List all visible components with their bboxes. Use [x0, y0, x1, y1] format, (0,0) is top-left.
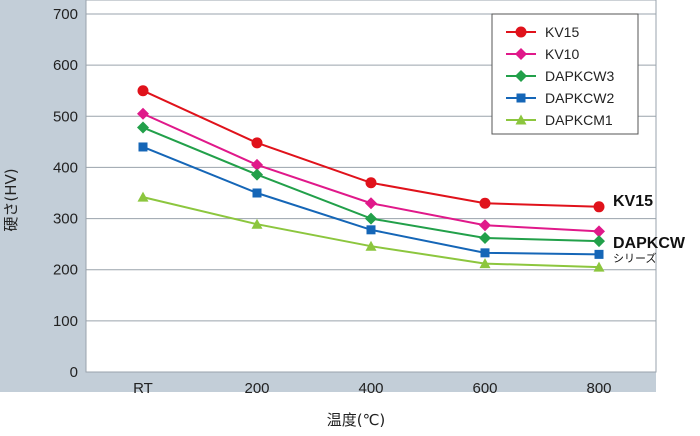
- data-point: [593, 261, 605, 272]
- data-point: [252, 188, 262, 198]
- y-tick-labels: 0 100 200 300 400 500 600 700: [53, 6, 78, 381]
- data-point: [251, 168, 263, 181]
- data-point: [366, 225, 376, 235]
- data-point: [365, 197, 377, 210]
- x-tick-label: 600: [472, 380, 497, 397]
- y-tick-label: 200: [53, 262, 78, 279]
- y-tick-label: 100: [53, 313, 78, 330]
- annotation-kv15: KV15: [613, 193, 653, 210]
- y-tick-label: 500: [53, 108, 78, 125]
- series-dapkcm1: [137, 191, 605, 272]
- data-point: [251, 137, 263, 149]
- legend: KV15 KV10 DAPKCW3 DAPKCW2 DAPKCM1: [491, 13, 639, 135]
- data-point: [365, 212, 377, 225]
- legend-item: DAPKCM1: [506, 112, 613, 128]
- legend-item: DAPKCW3: [506, 68, 614, 84]
- data-point: [593, 225, 605, 238]
- x-axis-band: [86, 372, 656, 392]
- series-layer: [137, 85, 605, 272]
- annotation-series: シリーズ: [613, 251, 656, 265]
- data-point: [137, 107, 149, 120]
- legend-label: KV15: [545, 24, 579, 40]
- series-kv10: [137, 107, 605, 238]
- legend-item: DAPKCW2: [506, 90, 614, 106]
- data-point: [479, 258, 491, 269]
- y-tick-label: 400: [53, 159, 78, 176]
- data-point: [251, 158, 263, 171]
- legend-label: DAPKCW3: [545, 68, 614, 84]
- data-point: [593, 235, 605, 248]
- legend-marker: [516, 93, 526, 103]
- data-point: [365, 240, 377, 251]
- data-point: [480, 248, 490, 258]
- data-point: [479, 219, 491, 232]
- y-tick-label: 700: [53, 6, 78, 23]
- legend-label: DAPKCM1: [545, 112, 613, 128]
- data-point: [138, 142, 148, 152]
- legend-label: DAPKCW2: [545, 90, 614, 106]
- y-tick-label: 300: [53, 211, 78, 228]
- data-point: [365, 177, 377, 189]
- x-tick-label: 200: [244, 380, 269, 397]
- data-point: [137, 85, 149, 97]
- y-axis-title: 硬さ(HV): [2, 168, 20, 231]
- x-tick-labels: RT 200 400 600 800: [133, 380, 611, 397]
- x-tick-label: 800: [586, 380, 611, 397]
- data-point: [479, 232, 491, 245]
- x-axis-title: 温度(℃): [327, 411, 386, 429]
- series-dapkcw3: [137, 121, 605, 248]
- legend-marker: [515, 70, 527, 82]
- y-axis-band: [0, 0, 86, 392]
- data-point: [137, 121, 149, 134]
- legend-label: KV10: [545, 46, 579, 62]
- data-point: [137, 191, 149, 202]
- x-tick-label: RT: [133, 380, 153, 397]
- legend-marker: [515, 48, 527, 60]
- data-point: [594, 249, 604, 259]
- data-point: [479, 197, 491, 209]
- annotation-dapkcw: DAPKCW: [613, 235, 686, 252]
- y-tick-label: 0: [70, 364, 78, 381]
- x-tick-label: 400: [358, 380, 383, 397]
- legend-marker: [515, 114, 527, 125]
- data-point: [593, 201, 605, 213]
- series-kv15: [137, 85, 605, 213]
- y-tick-label: 600: [53, 57, 78, 74]
- legend-marker: [515, 26, 527, 38]
- data-point: [251, 218, 263, 229]
- legend-item: KV10: [506, 46, 579, 62]
- legend-item: KV15: [506, 24, 579, 40]
- series-dapkcw2: [138, 142, 604, 259]
